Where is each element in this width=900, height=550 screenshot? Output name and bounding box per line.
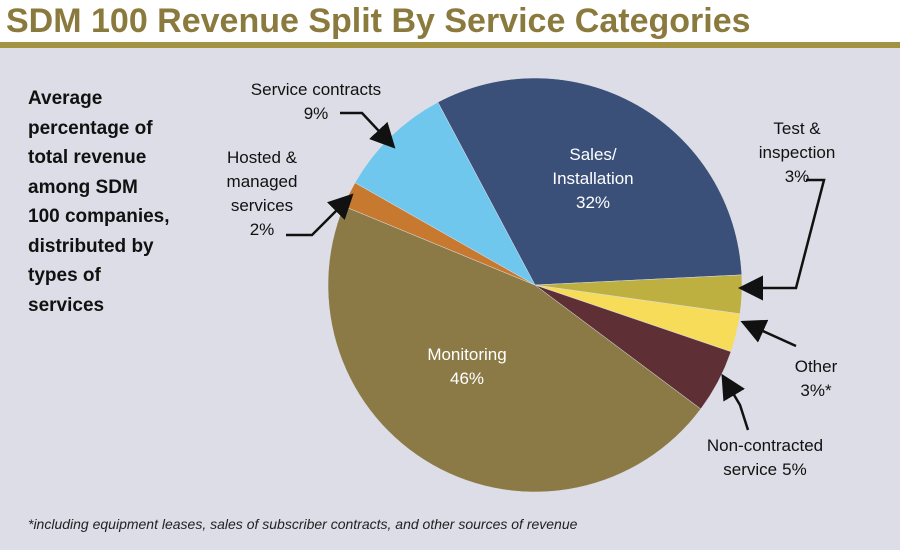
pie bbox=[327, 77, 743, 493]
value-label: 3% bbox=[784, 167, 810, 186]
pie-slice bbox=[327, 205, 702, 493]
callout-arrow bbox=[738, 178, 826, 301]
category-label: Non-contracted service bbox=[706, 436, 824, 479]
slice-label: Hosted & managed services 2% bbox=[217, 146, 307, 242]
value-label: 5% bbox=[782, 460, 807, 479]
category-label: Other bbox=[794, 357, 838, 376]
value-label: 2% bbox=[249, 220, 275, 239]
callout-arrow bbox=[740, 319, 797, 348]
slice-label: Other 3%* bbox=[776, 355, 856, 403]
footnote: *including equipment leases, sales of su… bbox=[28, 516, 578, 532]
slice-label: Test & inspection 3% bbox=[742, 117, 852, 189]
value-label: 3%* bbox=[800, 381, 832, 400]
slice-label: Non-contracted service 5% bbox=[695, 434, 835, 482]
slice-label: Monitoring 46% bbox=[412, 343, 522, 391]
callout-arrow bbox=[286, 193, 354, 237]
pie-slice bbox=[437, 77, 743, 286]
title-rule bbox=[0, 42, 900, 48]
value-label: 32% bbox=[575, 193, 611, 212]
category-label: Test & inspection bbox=[758, 119, 836, 162]
callouts bbox=[286, 111, 826, 431]
callout-arrow bbox=[721, 373, 750, 431]
chart-title: SDM 100 Revenue Split By Service Categor… bbox=[0, 0, 900, 42]
slice-label: Sales/ Installation 32% bbox=[538, 143, 648, 215]
callout-arrow bbox=[340, 111, 396, 149]
category-label: Service contracts bbox=[250, 80, 382, 99]
slice-label: Service contracts 9% bbox=[236, 78, 396, 126]
value-label: 9% bbox=[303, 104, 329, 123]
category-label: Monitoring bbox=[427, 345, 507, 364]
category-label: Sales/ Installation bbox=[552, 145, 634, 188]
value-label: 46% bbox=[449, 369, 485, 388]
subtitle: Average percentage of total revenue amon… bbox=[28, 88, 170, 316]
category-label: Hosted & managed services bbox=[226, 148, 298, 215]
